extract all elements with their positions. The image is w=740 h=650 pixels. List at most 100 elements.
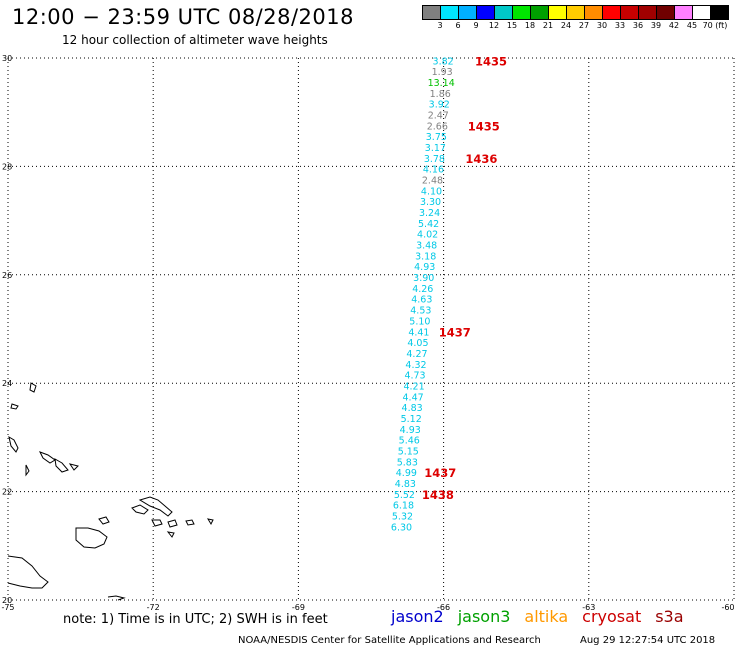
legend-label: 30 — [596, 21, 608, 30]
island-outline — [75, 527, 108, 549]
lat-tick-label: 28 — [2, 162, 12, 171]
wave-height-label: 3.30 — [420, 197, 441, 208]
wave-height-label: 5.46 — [399, 436, 420, 447]
legend-label: 42 — [668, 21, 680, 30]
satellite-label-jason2: jason2 — [391, 607, 444, 626]
timestamp-text: Aug 29 12:27:54 UTC 2018 — [580, 635, 716, 646]
island-outline — [166, 531, 175, 538]
pass-time-label: 1435 — [468, 119, 500, 133]
legend-label: 3 — [437, 21, 443, 30]
lat-tick-label: 22 — [2, 488, 12, 497]
wave-height-label: 4.26 — [412, 284, 433, 295]
island-outline — [38, 451, 56, 464]
island-outline — [98, 516, 110, 525]
wave-height-label: 5.12 — [401, 414, 422, 425]
wave-height-label: 4.10 — [421, 186, 442, 197]
satellite-label-jason3: jason3 — [457, 607, 511, 626]
satellite-label-cryosat: cryosat — [582, 607, 642, 626]
credit-text: NOAA/NESDIS Center for Satellite Applica… — [238, 635, 541, 646]
legend-label: 45 — [686, 21, 698, 30]
island-outline — [10, 403, 19, 410]
legend-label: 24 — [560, 21, 572, 30]
wave-height-label: 1.93 — [432, 67, 453, 78]
lon-tick-label: -75 — [1, 603, 14, 612]
island-outline — [185, 519, 195, 526]
lat-tick-label: 30 — [2, 54, 12, 63]
wave-height-label: 4.32 — [405, 360, 426, 371]
lon-tick-label: -69 — [292, 603, 305, 612]
wave-height-label: 3.24 — [419, 208, 440, 219]
wave-height-label: 5.15 — [398, 446, 419, 457]
pass-time-label: 1436 — [465, 152, 497, 166]
footer-note: note: 1) Time is in UTC; 2) SWH is in fe… — [63, 612, 328, 627]
pass-time-label: 1438 — [422, 488, 454, 502]
wave-height-label: 4.53 — [410, 306, 431, 317]
island-outline — [7, 555, 49, 589]
wave-height-label: 3.82 — [433, 56, 454, 67]
wave-height-label: 4.83 — [395, 479, 416, 490]
wave-height-label: 4.21 — [403, 381, 424, 392]
island-outline — [151, 519, 163, 527]
wave-height-label: 2.47 — [428, 110, 449, 121]
wave-height-label: 4.93 — [400, 425, 421, 436]
lon-tick-label: -63 — [582, 603, 595, 612]
island-outline — [68, 463, 79, 471]
color-scale-swatches — [422, 5, 740, 20]
legend-label: 6 — [455, 21, 461, 30]
island-outline — [107, 595, 126, 601]
wave-height-label: 2.48 — [422, 175, 443, 186]
satellite-legend: jason2 jason3 altika cryosat s3a — [391, 607, 698, 626]
map-axis-labels: -75 -72 -69 -66 -63 -60 30 28 26 24 22 20 — [1, 54, 734, 612]
pass-time-label: 1437 — [439, 325, 471, 339]
island-outline — [206, 518, 214, 526]
wave-height-label: 5.42 — [418, 219, 439, 230]
island-outline — [25, 464, 30, 477]
color-scale-labels: 3 6 9 12 15 18 21 24 27 30 33 36 39 42 45 70 (ft) — [422, 20, 740, 32]
wave-height-label: 4.99 — [396, 468, 417, 479]
island-outline — [138, 496, 173, 517]
legend-label: 33 — [614, 21, 626, 30]
legend-label: 39 — [650, 21, 662, 30]
page-subtitle: 12 hour collection of altimeter wave hei… — [62, 33, 328, 47]
island-outline — [54, 458, 69, 473]
pass-time-label: 1437 — [424, 466, 456, 480]
pass-time-label: 1435 — [475, 54, 507, 68]
lon-tick-label: -60 — [721, 603, 734, 612]
satellite-label-s3a: s3a — [655, 607, 684, 626]
legend-label: 21 — [542, 21, 554, 30]
wave-height-label: 3.48 — [416, 241, 437, 252]
map-grid — [7, 57, 735, 601]
wave-height-label: 3.78 — [424, 154, 445, 165]
legend-label: 70 (ft) — [702, 21, 728, 30]
wave-height-label: 3.92 — [429, 100, 450, 111]
lon-tick-label: -72 — [147, 603, 160, 612]
wave-height-label: 3.17 — [425, 143, 446, 154]
wave-height-label: 4.27 — [406, 349, 427, 360]
wave-height-label: 4.73 — [404, 371, 425, 382]
island-outline — [29, 382, 37, 393]
wave-height-label: 3.75 — [426, 132, 447, 143]
lon-tick-label: -66 — [437, 603, 450, 612]
wave-height-label: 3.90 — [413, 273, 434, 284]
lat-tick-label: 26 — [2, 271, 12, 280]
wave-height-label: 4.83 — [402, 403, 423, 414]
page-title: 12:00 − 23:59 UTC 08/28/2018 — [12, 5, 355, 29]
satellite-track: 3.821.9313.141.863.922.472.663.753.173.7… — [391, 54, 507, 533]
island-outline — [131, 504, 149, 515]
island-outline — [8, 435, 19, 453]
legend-label: 15 — [506, 21, 518, 30]
legend-label: 18 — [524, 21, 536, 30]
wave-height-label: 4.02 — [417, 230, 438, 241]
wave-height-label: 6.30 — [391, 522, 412, 533]
wave-height-label: 4.16 — [423, 165, 444, 176]
wave-height-label: 1.86 — [430, 89, 451, 100]
legend-label: 36 — [632, 21, 644, 30]
island-outline — [167, 519, 178, 528]
legend-label: 27 — [578, 21, 590, 30]
wave-height-label: 3.18 — [415, 251, 436, 262]
lat-tick-label: 24 — [2, 379, 12, 388]
satellite-label-altika: altika — [524, 607, 569, 626]
wave-height-label: 6.18 — [393, 501, 414, 512]
legend-label: 9 — [473, 21, 479, 30]
